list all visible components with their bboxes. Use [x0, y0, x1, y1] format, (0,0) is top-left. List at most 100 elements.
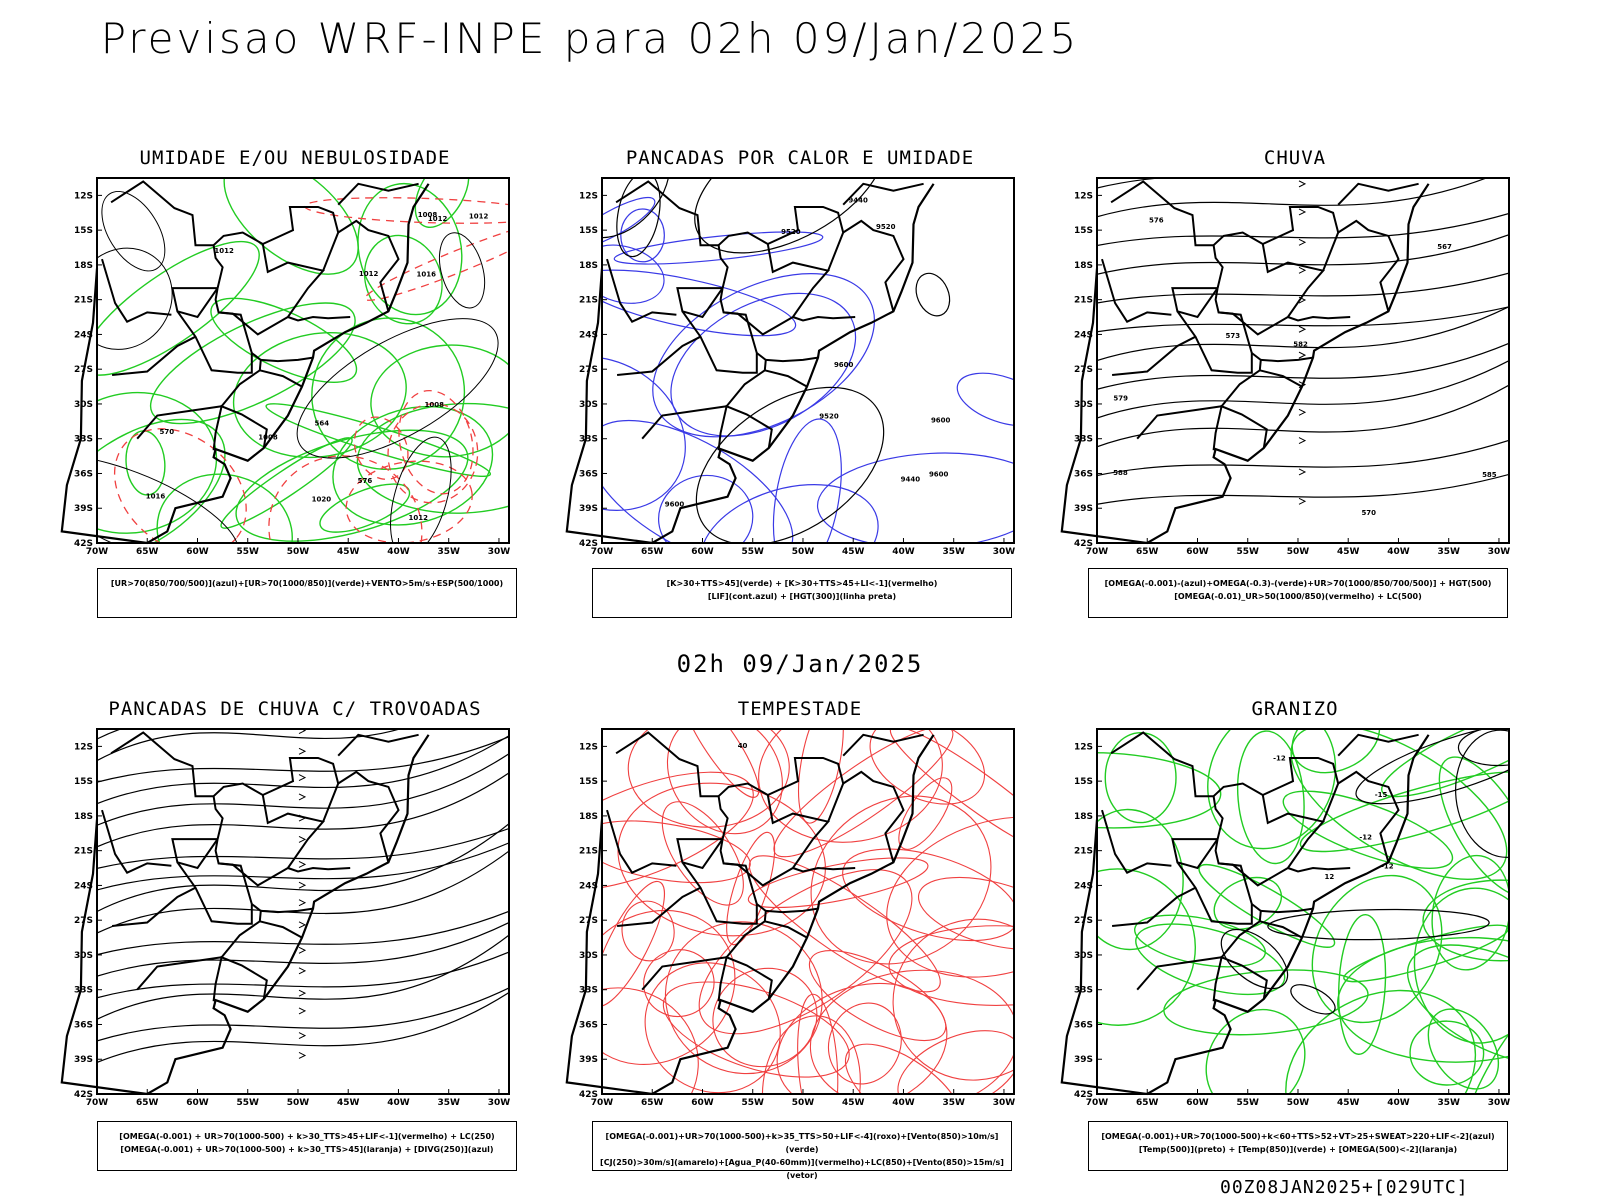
contour-red	[869, 729, 986, 805]
contour-green	[1290, 729, 1508, 881]
lon-label: 30W	[993, 1098, 1016, 1108]
border-line	[101, 258, 172, 323]
contour-label: 9600	[929, 470, 949, 478]
streamline-arrow	[1298, 497, 1307, 505]
panel-title: UMIDADE E/OU NEBULOSIDADE	[139, 147, 451, 169]
contour-label: 570	[1361, 509, 1376, 517]
lat-label: 18S	[74, 812, 93, 822]
border-line	[259, 920, 303, 939]
border-line	[717, 404, 773, 451]
border-line	[337, 182, 419, 206]
lon-label: 50W	[287, 1098, 310, 1108]
contour-label: 1012	[214, 247, 234, 255]
border-line	[842, 733, 924, 757]
lat-label: 33S	[579, 986, 598, 996]
lon-label: 45W	[842, 547, 865, 557]
panel-pancadas-calor: PANCADAS POR CALOR E UMIDADE 9600 9600 960…	[565, 147, 1035, 617]
border-line	[212, 231, 325, 336]
streamline-arrow	[298, 747, 307, 755]
border-line	[136, 956, 222, 991]
border-line	[176, 838, 253, 925]
contour-red	[809, 969, 1014, 1094]
panel-tempestade: TEMPESTADE 40 12S 15S 18S 21S 24S 27S 30S 33S 36S…	[565, 698, 1035, 1168]
lat-label: 12S	[74, 191, 93, 201]
contour-red	[681, 729, 760, 798]
contour-green	[232, 331, 407, 459]
lat-label: 24S	[579, 881, 598, 891]
contour-red	[398, 389, 474, 495]
plot-frame	[1096, 728, 1510, 1095]
lat-label: 24S	[1074, 330, 1093, 340]
contour-green	[1337, 913, 1387, 1055]
border-line	[717, 231, 830, 336]
contour-blue	[956, 372, 1014, 427]
lon-label: 60W	[186, 547, 209, 557]
contour-label: 1008	[258, 433, 278, 441]
lon-label: 65W	[1136, 547, 1159, 557]
legend-line: [OMEGA(-0.001)-(azul)+OMEGA(-0.3)-(verde…	[1104, 579, 1492, 588]
border-line	[1101, 258, 1172, 323]
border-line	[606, 258, 677, 323]
contour-black	[1097, 306, 1509, 362]
border-line	[681, 838, 758, 925]
border-line	[136, 405, 222, 440]
contour-green	[1311, 874, 1443, 1024]
lon-label: 45W	[1337, 547, 1360, 557]
contour-green	[97, 240, 260, 376]
lat-label: 15S	[1074, 226, 1093, 236]
lat-label: 36S	[74, 1020, 93, 1030]
map-umidade: 1012101210121008101610201008101257657056…	[60, 177, 511, 557]
contour-red	[797, 993, 839, 1094]
streamline	[97, 934, 509, 1020]
streamline-arrow	[1298, 238, 1307, 246]
legend-line: [UR>70(850/700/500)](azul)+[UR>70(1000/8…	[110, 579, 504, 588]
contour-black	[1097, 473, 1509, 505]
streamline	[97, 991, 509, 1063]
lon-label: 30W	[488, 547, 511, 557]
contour-green	[332, 405, 494, 526]
lat-label: 12S	[579, 191, 598, 201]
lon-label: 50W	[792, 547, 815, 557]
lat-label: 21S	[1074, 296, 1093, 306]
lat-label: 15S	[579, 226, 598, 236]
lon-label: 65W	[136, 547, 159, 557]
contour-black	[1097, 439, 1509, 477]
lat-label: 42S	[74, 1090, 93, 1100]
lon-label: 30W	[993, 547, 1016, 557]
contour-label: 576	[358, 477, 373, 485]
contour-label: 1016	[146, 492, 166, 500]
contour-green	[1381, 729, 1509, 798]
panel-title: PANCADAS DE CHUVA C/ TROVOADAS	[108, 698, 482, 720]
lat-label: 12S	[579, 742, 598, 752]
lon-label: 55W	[742, 1098, 765, 1108]
panel-title: CHUVA	[1263, 147, 1327, 169]
lat-label: 27S	[1074, 916, 1093, 926]
contour-green	[1291, 729, 1381, 774]
contour-red	[889, 729, 1014, 857]
lat-label: 27S	[1074, 365, 1093, 375]
legend-line: [K>30+TTS>45](verde) + [K>30+TTS>45+LI<-…	[666, 579, 938, 588]
contour-red	[747, 857, 929, 909]
panel-chuva: CHUVA 582 579 576 573 570 567 588 585 12S 15S 18S 2…	[1060, 147, 1530, 617]
border-line	[1337, 770, 1400, 863]
contour-black	[438, 232, 486, 309]
border-line	[1337, 219, 1400, 312]
contour-green	[149, 302, 356, 425]
contour-green	[223, 178, 359, 275]
lon-label: 60W	[186, 1098, 209, 1108]
contour-red	[666, 729, 783, 835]
border-line	[171, 287, 219, 319]
lon-label: 40W	[1387, 1098, 1410, 1108]
contour-green	[1097, 868, 1197, 1026]
lon-label: 35W	[437, 1098, 460, 1108]
contour-blue	[602, 244, 665, 304]
coastline	[1060, 734, 1430, 1096]
contour-label: -12	[1381, 863, 1394, 871]
lat-label: 30S	[1074, 951, 1093, 961]
streamline-arrow	[1298, 408, 1307, 416]
contour-label: 9520	[819, 413, 839, 421]
lon-label: 65W	[641, 547, 664, 557]
contour-label: 1008	[418, 211, 438, 219]
contour-green	[1205, 1008, 1306, 1094]
contour-label: 585	[1482, 471, 1497, 479]
